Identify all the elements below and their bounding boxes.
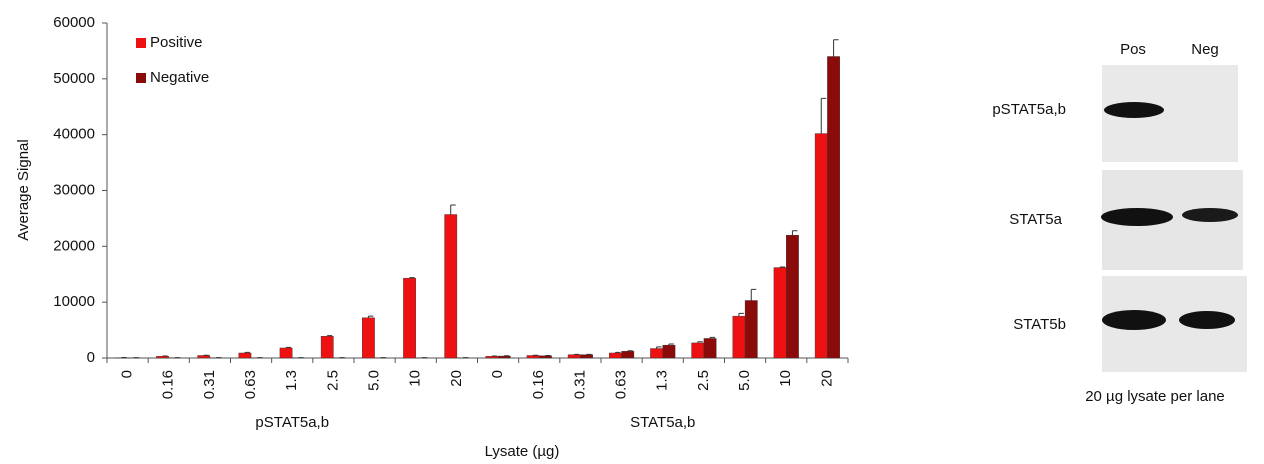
- lane-label: Pos: [1120, 41, 1146, 58]
- bar: [609, 352, 622, 359]
- bar: [786, 234, 799, 359]
- x-tick-label: 10: [777, 370, 794, 387]
- x-tick-label: 2.5: [695, 370, 712, 391]
- error-bar: [779, 266, 786, 268]
- row-label: STAT5b: [1013, 316, 1066, 333]
- x-tick-label: 10: [407, 370, 424, 387]
- x-tick-label: 1.3: [283, 370, 300, 391]
- bar: [156, 356, 169, 359]
- x-tick-label: 1.3: [654, 370, 671, 391]
- bar: [444, 214, 458, 359]
- western-blot: Pos Neg pSTAT5a,b STAT5a STAT5b 20 µg ly…: [992, 41, 1247, 405]
- x-tick-label: 0.16: [160, 370, 177, 399]
- error-bar: [285, 346, 292, 348]
- y-tick-label: 0: [87, 349, 95, 366]
- error-bar: [409, 277, 415, 279]
- error-bar: [750, 288, 757, 301]
- bar: [580, 354, 593, 359]
- bar: [814, 133, 828, 359]
- lane-label: Neg: [1191, 41, 1219, 58]
- group-label: pSTAT5a,b: [255, 414, 329, 431]
- bar: [403, 277, 416, 359]
- x-tick-label: 0.63: [613, 370, 630, 399]
- blot-band: [1182, 208, 1238, 222]
- y-tick-label: 20000: [53, 237, 95, 254]
- bar: [539, 355, 552, 359]
- x-tick-label: 0.63: [242, 370, 259, 399]
- bar: [827, 56, 840, 359]
- legend-swatch: [136, 38, 146, 48]
- bar: [732, 315, 746, 359]
- y-tick-label: 10000: [53, 293, 95, 310]
- row-label: STAT5a: [1009, 211, 1062, 228]
- x-tick-label: 5.0: [736, 370, 753, 391]
- bar: [485, 356, 499, 359]
- x-tick-label: 0.31: [571, 370, 588, 399]
- blot-band: [1104, 102, 1164, 118]
- x-tick-label: 20: [448, 370, 465, 387]
- blot-band: [1179, 311, 1235, 329]
- error-bar: [738, 312, 744, 317]
- row-label: pSTAT5a,b: [992, 101, 1066, 118]
- y-tick-label: 30000: [53, 181, 95, 198]
- blot-caption: 20 µg lysate per lane: [1085, 388, 1225, 405]
- bar: [238, 352, 252, 359]
- bar: [197, 355, 211, 359]
- legend-label: Positive: [150, 34, 203, 51]
- y-tick-label: 50000: [53, 70, 95, 87]
- error-bar: [614, 351, 621, 353]
- bar: [662, 344, 676, 359]
- x-tick-label: 20: [818, 370, 835, 387]
- x-tick-label: 0.16: [530, 370, 547, 399]
- bar: [621, 351, 635, 359]
- bar: [279, 347, 293, 359]
- blot-band: [1102, 310, 1166, 330]
- error-bar: [833, 39, 839, 57]
- error-bar: [697, 341, 703, 343]
- x-tick-label: 0: [119, 370, 136, 378]
- blot-band: [1101, 208, 1173, 226]
- legend-label: Negative: [150, 69, 209, 86]
- bar: [650, 348, 663, 359]
- error-bar: [656, 346, 662, 349]
- legend-swatch: [136, 73, 146, 83]
- error-bar: [450, 204, 456, 215]
- x-tick-label: 5.0: [366, 370, 383, 391]
- y-axis-title: Average Signal: [15, 139, 32, 240]
- bar: [320, 336, 334, 359]
- bar: [773, 267, 787, 359]
- bar: [497, 355, 511, 359]
- error-bar: [244, 351, 250, 353]
- y-tick-label: 60000: [53, 14, 95, 31]
- x-tick-label: 2.5: [324, 370, 341, 391]
- error-bar: [627, 350, 633, 352]
- bar: [362, 317, 375, 359]
- error-bar: [668, 343, 674, 346]
- error-bar: [709, 336, 716, 339]
- error-bar: [791, 230, 798, 236]
- bar: [567, 354, 581, 359]
- bar: [744, 300, 758, 359]
- x-tick-label: 0: [489, 370, 506, 378]
- x-tick-label: 0.31: [201, 370, 218, 399]
- bar: [703, 338, 717, 359]
- error-bar: [326, 335, 333, 337]
- bar: [691, 342, 705, 359]
- y-tick-label: 40000: [53, 126, 95, 143]
- x-axis-title: Lysate (µg): [485, 443, 560, 460]
- bar: [526, 355, 540, 359]
- error-bar: [367, 315, 374, 318]
- group-label: STAT5a,b: [630, 414, 695, 431]
- error-bar: [820, 97, 827, 134]
